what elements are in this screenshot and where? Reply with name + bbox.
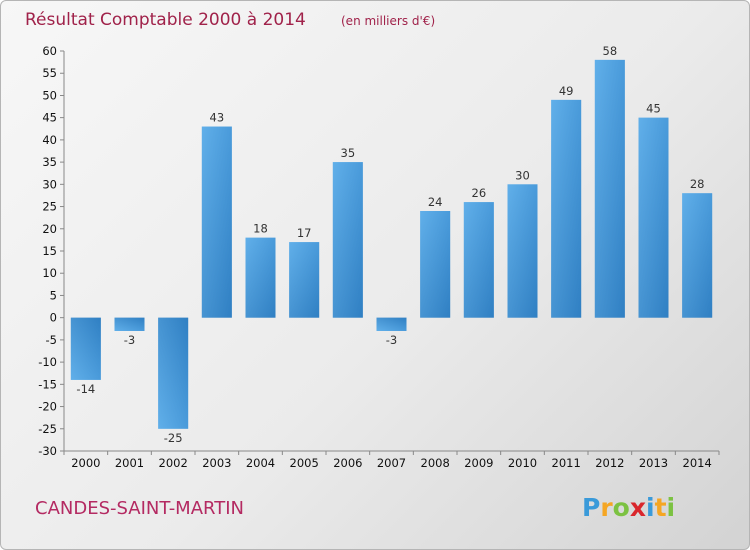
x-tick-label: 2010 [508, 456, 537, 470]
x-tick-label: 2000 [71, 456, 100, 470]
logo-letter: r [600, 493, 613, 522]
bar-value-label: 17 [297, 226, 312, 240]
bar-value-label: 26 [472, 186, 487, 200]
logo-letter: o [613, 493, 630, 522]
bar-value-label: 49 [559, 84, 574, 98]
bar-shade [463, 202, 494, 318]
x-tick-label: 2007 [377, 456, 406, 470]
y-tick-label: 5 [50, 288, 57, 302]
y-tick-label: 60 [42, 44, 57, 58]
y-tick-label: -5 [46, 333, 57, 347]
x-tick-label: 2004 [246, 456, 275, 470]
x-tick-label: 2009 [464, 456, 493, 470]
axes: 605550454035302520151050-5-10-15-20-25-3… [38, 44, 720, 470]
x-tick-label: 2001 [115, 456, 144, 470]
bar-shade [70, 317, 101, 380]
y-tick-label: 20 [42, 222, 57, 236]
y-tick-label: -25 [38, 422, 57, 436]
y-tick-label: 10 [42, 266, 57, 280]
y-tick-label: 35 [42, 155, 57, 169]
bar-shade [594, 59, 625, 318]
logo-letter: x [630, 493, 646, 522]
y-tick-label: 25 [42, 200, 57, 214]
logo-letter: i [646, 493, 655, 522]
y-tick-label: -30 [38, 444, 57, 458]
bar-value-label: 58 [603, 44, 618, 58]
bar-shade [289, 242, 320, 318]
x-tick-label: 2002 [159, 456, 188, 470]
x-tick-label: 2011 [552, 456, 581, 470]
bar-value-label: -3 [386, 333, 397, 347]
y-tick-label: 40 [42, 133, 57, 147]
y-tick-label: -15 [38, 377, 57, 391]
bar-shade [245, 237, 276, 318]
y-tick-label: 30 [42, 177, 57, 191]
x-tick-label: 2005 [290, 456, 319, 470]
bar-value-label: 18 [253, 222, 268, 236]
y-tick-label: 45 [42, 111, 57, 125]
bar-value-label: 35 [341, 146, 356, 160]
y-tick-label: 55 [42, 66, 57, 80]
bar-shade [682, 193, 713, 318]
bar-value-label: -3 [124, 333, 135, 347]
logo-letter: i [667, 493, 676, 522]
x-tick-label: 2013 [639, 456, 668, 470]
x-tick-label: 2012 [595, 456, 624, 470]
bar-shade [332, 162, 363, 318]
y-tick-label: 50 [42, 88, 57, 102]
y-tick-label: 0 [50, 311, 57, 325]
data-labels: -14 -3 -25 43 18 17 35 -3 24 26 30 49 58 45 28 [76, 44, 704, 445]
chart-title: Résultat Comptable 2000 à 2014 [25, 10, 306, 30]
bar-value-label: 24 [428, 195, 443, 209]
bar-shade [201, 126, 232, 318]
proxiti-logo: Proxiti [582, 493, 675, 522]
x-tick-label: 2003 [202, 456, 231, 470]
bar-value-label: 28 [690, 177, 705, 191]
bar-value-label: 43 [210, 111, 225, 125]
logo-letter: P [582, 493, 600, 522]
bar-shade [158, 317, 189, 429]
bar-shade [638, 117, 669, 318]
bar-shade [114, 317, 145, 331]
y-tick-label: -20 [38, 400, 57, 414]
bar-shade [507, 184, 538, 318]
y-tick-label: 15 [42, 244, 57, 258]
x-tick-label: 2008 [421, 456, 450, 470]
x-tick-label: 2014 [683, 456, 712, 470]
logo-letter: t [655, 493, 667, 522]
bar-shade [376, 317, 407, 331]
bar-value-label: 30 [515, 168, 530, 182]
commune-name: CANDES-SAINT-MARTIN [35, 498, 244, 519]
bar-value-label: -14 [76, 382, 95, 396]
bar-value-label: 45 [646, 102, 661, 116]
bar-shade [551, 99, 582, 318]
x-tick-label: 2006 [333, 456, 362, 470]
y-tick-label: -10 [38, 355, 57, 369]
bar-shade [420, 211, 451, 318]
bar-value-label: -25 [164, 431, 183, 445]
chart-subtitle: (en milliers d'€) [341, 14, 435, 28]
bars [70, 59, 713, 429]
